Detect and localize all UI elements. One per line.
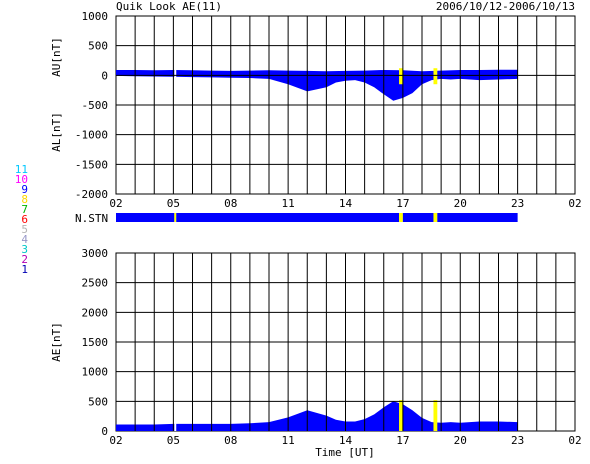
y-tick-label: 0 (101, 425, 108, 438)
x-tick-label: 02 (109, 197, 122, 210)
y-tick-label: -1500 (75, 158, 108, 171)
nstn-label: N.STN (75, 212, 108, 225)
y-tick-label: -2000 (75, 188, 108, 201)
grid-lines (116, 253, 575, 431)
station-legend-item: 1 (21, 263, 28, 276)
x-tick-label: 05 (167, 197, 180, 210)
nstn-segment (402, 213, 434, 222)
data-gap-2 (433, 68, 438, 85)
y-tick-label: 500 (88, 40, 108, 53)
date-range: 2006/10/12-2006/10/13 (436, 0, 575, 13)
x-tick-label: 02 (568, 197, 581, 210)
data-gap-0 (174, 68, 177, 85)
station-legend-item: 5 (21, 223, 28, 236)
x-tick-label: 08 (224, 197, 237, 210)
x-tick-label: 17 (396, 197, 409, 210)
y-tick-label: 3000 (82, 247, 109, 260)
grid-lines (116, 16, 575, 194)
x-tick-label: 05 (167, 434, 180, 447)
nstn-segment (176, 213, 400, 222)
station-legend-item: 9 (21, 183, 28, 196)
station-count-bar: N.STN (75, 212, 518, 225)
x-tick-label: 23 (511, 434, 524, 447)
nstn-segment (174, 213, 177, 222)
y-tick-label: -500 (82, 99, 109, 112)
x-tick-label: 14 (339, 197, 353, 210)
y-tick-label: 2500 (82, 277, 109, 290)
station-legend-item: 4 (21, 233, 28, 246)
x-tick-label: 08 (224, 434, 237, 447)
x-tick-label: 14 (339, 434, 353, 447)
x-tick-label: 17 (396, 434, 409, 447)
data-gap-1 (399, 68, 403, 85)
au-axis-label: AU[nT] (50, 37, 63, 77)
data-fill (116, 400, 518, 431)
nstn-segment (437, 213, 518, 222)
x-tick-label: 20 (454, 197, 467, 210)
y-tick-label: 2000 (82, 306, 109, 319)
station-legend-item: 6 (21, 213, 28, 226)
y-tick-label: 1000 (82, 10, 109, 23)
x-tick-label: 23 (511, 197, 524, 210)
data-gap-0 (174, 400, 177, 431)
ae-axis-label: AE[nT] (50, 322, 63, 362)
nstn-segment (433, 213, 438, 222)
station-legend-item: 7 (21, 203, 28, 216)
nstn-segment (399, 213, 403, 222)
al-area (116, 75, 518, 101)
y-tick-label: -1000 (75, 129, 108, 142)
x-tick-label: 11 (282, 197, 295, 210)
al-axis-label: AL[nT] (50, 112, 63, 152)
y-tick-label: 500 (88, 395, 108, 408)
station-legend-item: 2 (21, 253, 28, 266)
data-gap-1 (399, 400, 403, 431)
x-axis-label: Time [UT] (315, 446, 375, 459)
x-tick-label: 11 (282, 434, 295, 447)
ae-area (116, 401, 518, 431)
y-tick-label: 0 (101, 69, 108, 82)
station-legend-item: 10 (15, 173, 28, 186)
data-fill (116, 68, 518, 101)
x-tick-label: 02 (568, 434, 581, 447)
au-area (116, 69, 518, 76)
data-gap-2 (433, 400, 438, 431)
x-tick-label: 20 (454, 434, 467, 447)
figure-title: Quik Look AE(11) (116, 0, 222, 13)
y-tick-label: 1500 (82, 336, 109, 349)
x-tick-label: 02 (109, 434, 122, 447)
y-tick-label: 1000 (82, 366, 109, 379)
station-legend-item: 3 (21, 243, 28, 256)
station-legend-item: 8 (21, 193, 28, 206)
station-legend-item: 11 (15, 163, 28, 176)
nstn-segment (116, 213, 175, 222)
